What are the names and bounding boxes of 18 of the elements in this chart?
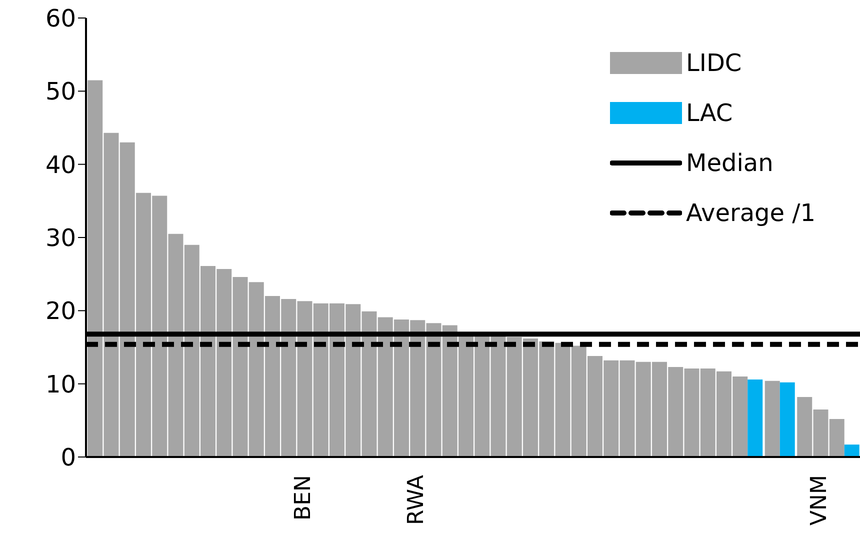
y-tick-label: 60 [45, 4, 76, 33]
y-tick-label: 50 [45, 78, 76, 106]
legend-label: Median [686, 149, 774, 177]
y-tick-label: 20 [45, 297, 76, 326]
y-tick-label: 40 [45, 150, 76, 179]
y-tick-label: 0 [60, 444, 76, 472]
legend-label: LAC [686, 99, 733, 127]
legend-label: LIDC [686, 49, 742, 77]
bar [748, 379, 763, 457]
bar [844, 444, 860, 457]
bar [780, 382, 795, 457]
legend-label: Average /1 [686, 199, 816, 227]
y-tick-label: 30 [45, 224, 76, 252]
x-tick-label: RWA [404, 475, 430, 525]
y-tick-label: 10 [45, 370, 76, 398]
x-tick-label: BEN [291, 475, 316, 520]
x-tick-label: VNM [807, 475, 832, 526]
bar [764, 380, 780, 457]
